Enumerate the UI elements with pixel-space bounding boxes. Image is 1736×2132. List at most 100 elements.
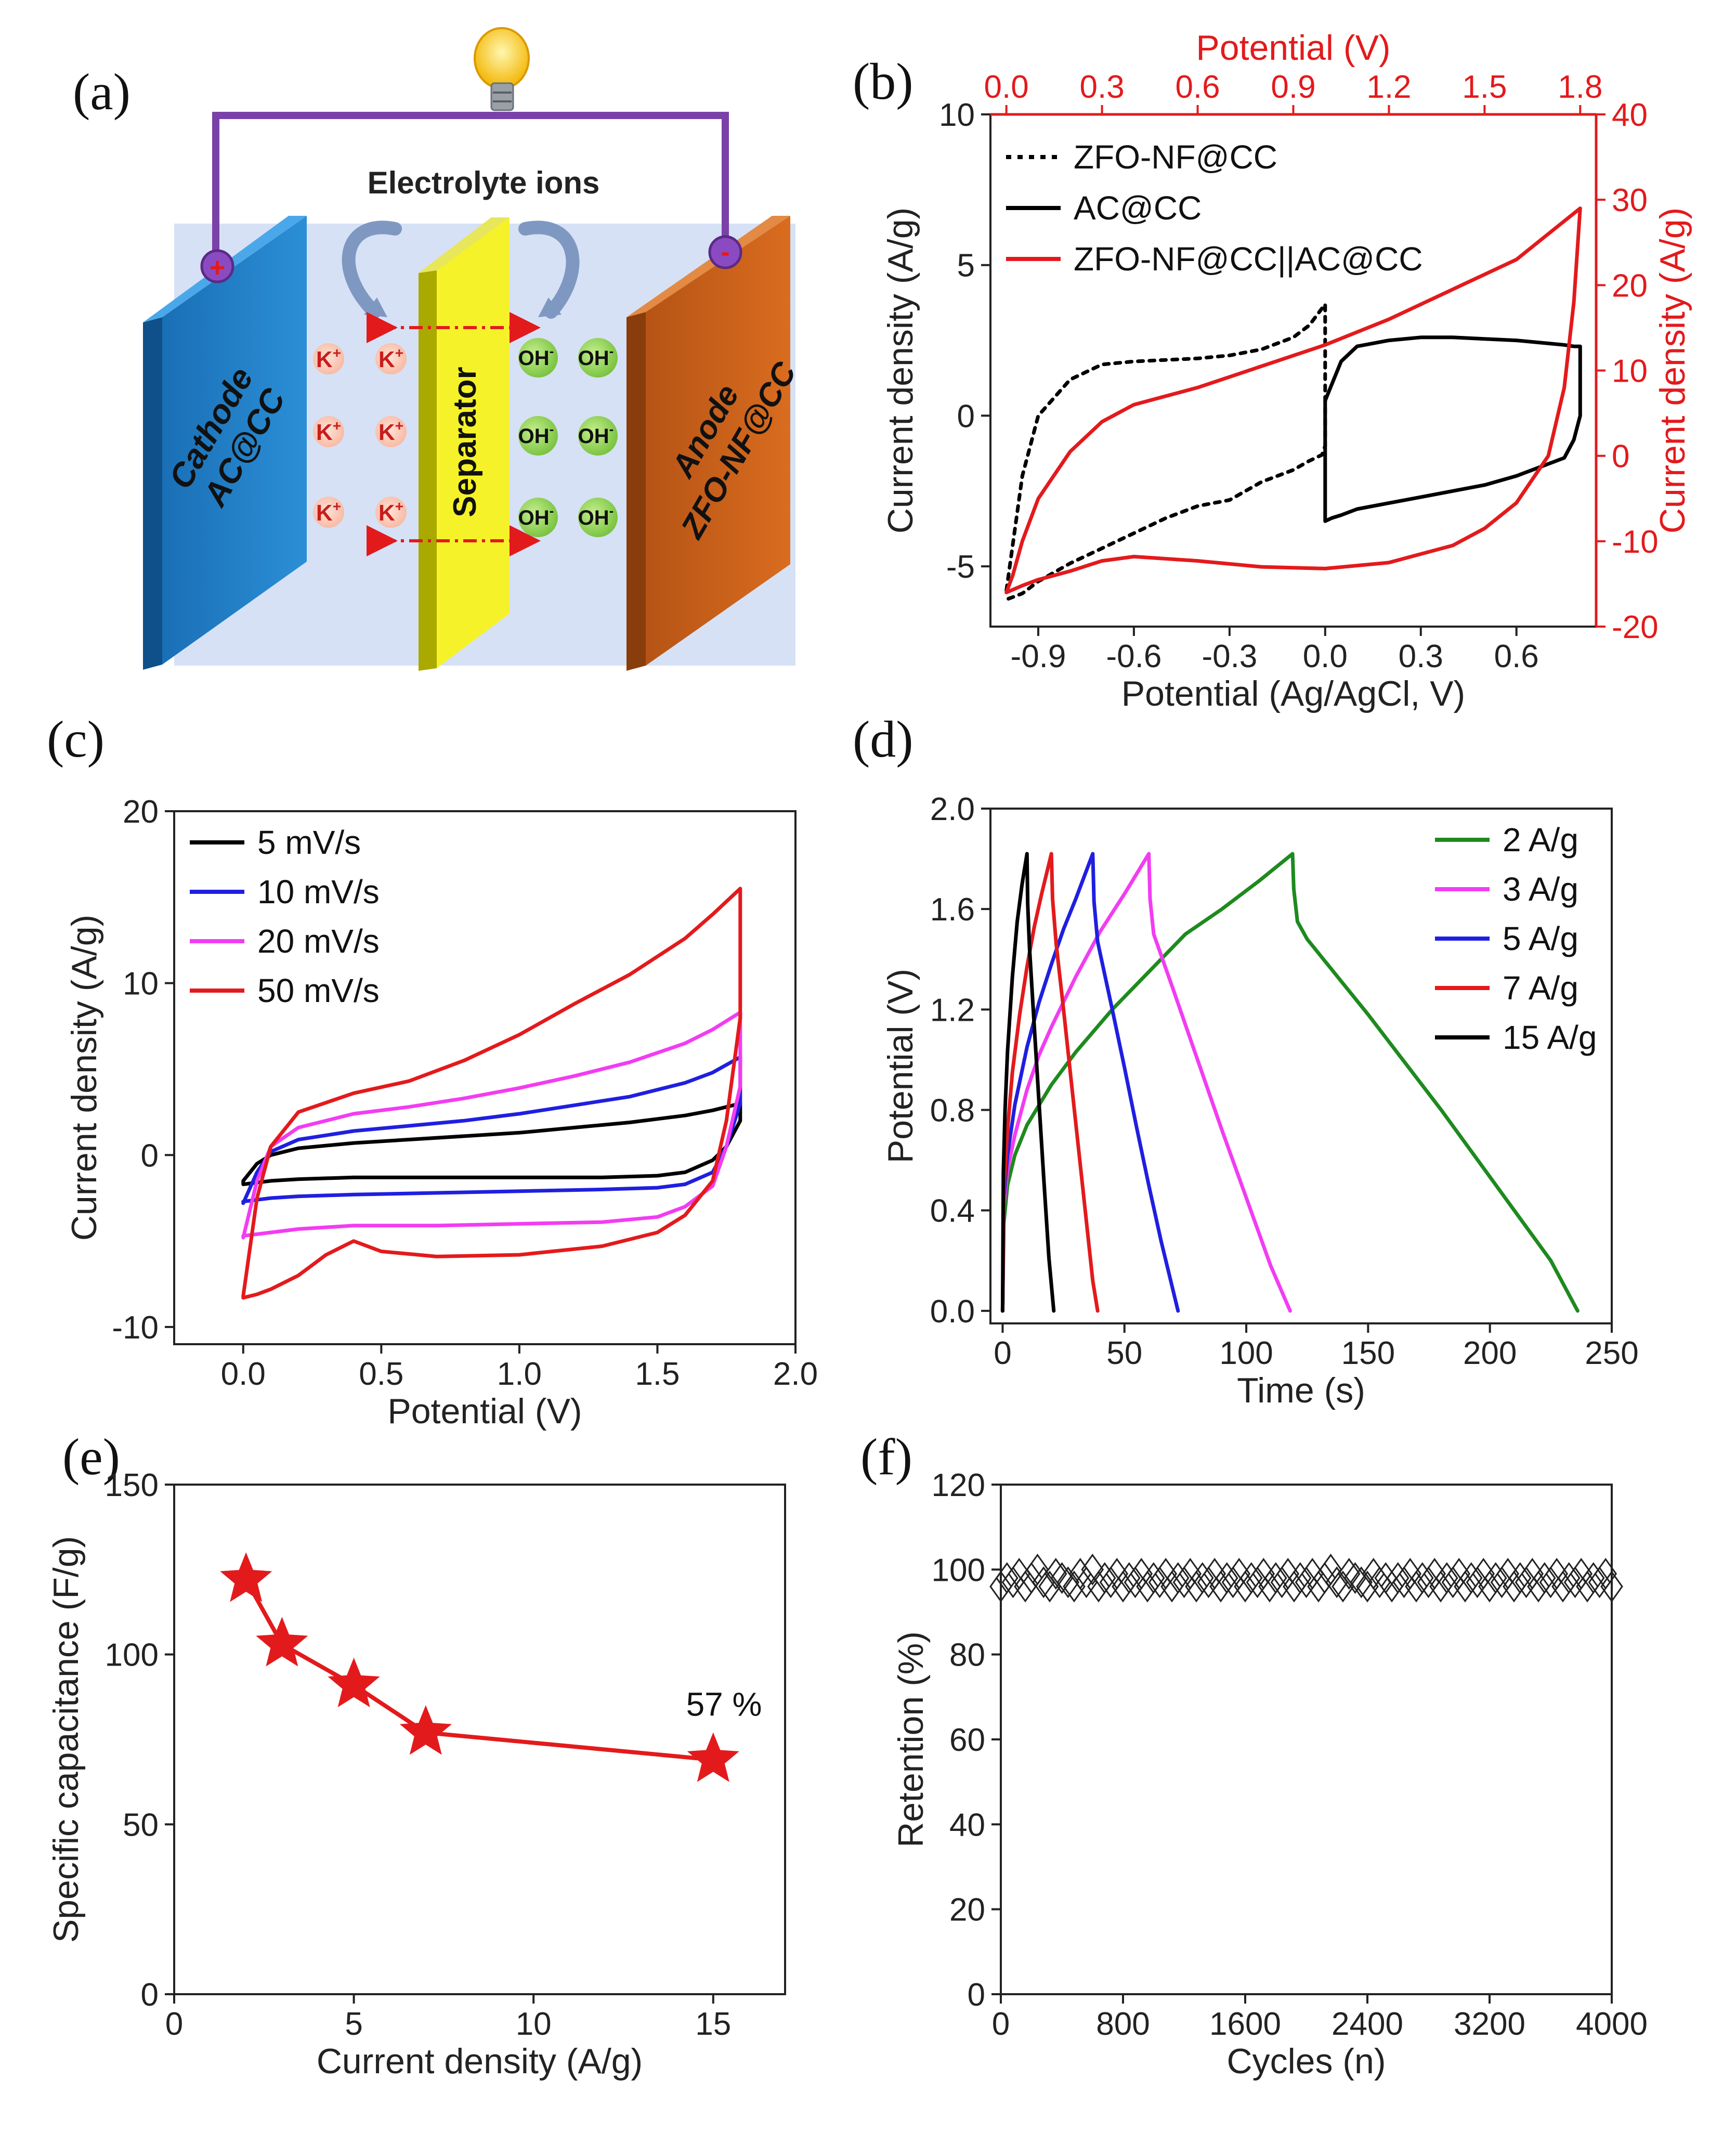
data-point xyxy=(1423,1557,1446,1590)
x-tick-label: 0.6 xyxy=(1494,639,1539,674)
panel-a-schematic: (a) + xyxy=(73,27,804,671)
series-line-ac-cc xyxy=(1323,335,1582,523)
ion-flow-arrow-right-icon xyxy=(518,220,580,319)
y-axis-label: Potential (V) xyxy=(881,969,920,1163)
k-ion: K+ xyxy=(375,343,407,374)
chart-panel-b: (b) -0.9 -0.6 -0.3 0.0 0.3 0.6 -5 0 5 10 Potential … xyxy=(853,28,1692,713)
x-tick-label: 150 xyxy=(1341,1335,1395,1371)
y-tick-label: 50 xyxy=(123,1807,159,1843)
x-tick-label: 100 xyxy=(1219,1335,1273,1371)
data-point xyxy=(1234,1570,1257,1603)
anode-terminal: - xyxy=(708,235,742,269)
data-point xyxy=(1319,1553,1342,1585)
data-point xyxy=(1447,1557,1471,1590)
data-point xyxy=(1093,1562,1116,1594)
data-point xyxy=(1515,1566,1538,1598)
data-point xyxy=(1105,1557,1129,1590)
legend-label: 2 A/g xyxy=(1503,821,1578,859)
legend-label: 50 mV/s xyxy=(257,972,380,1009)
cathode-terminal: + xyxy=(200,249,234,283)
data-point xyxy=(1221,1566,1245,1598)
k-ion: K+ xyxy=(313,497,344,528)
data-point xyxy=(1533,1562,1556,1594)
y-tick-label: 0 xyxy=(957,398,975,434)
plot-frame xyxy=(989,808,1613,1324)
x-axis-label: Potential (V) xyxy=(387,1392,582,1431)
data-point xyxy=(1050,1562,1074,1594)
data-point xyxy=(1307,1570,1330,1603)
y-tick-label: 0 xyxy=(141,1138,159,1174)
x-axis-label: Potential (Ag/AgCl, V) xyxy=(1121,674,1465,713)
data-point xyxy=(1484,1562,1507,1594)
k-ion: K+ xyxy=(375,497,407,528)
data-point xyxy=(1026,1553,1049,1585)
k-ion: K+ xyxy=(375,416,407,447)
legend-label: AC@CC xyxy=(1074,189,1202,227)
svg-text:OH-: OH- xyxy=(518,343,554,370)
series-line-15-a-g xyxy=(1000,852,1056,1313)
data-point xyxy=(1368,1566,1391,1598)
data-point xyxy=(1527,1570,1550,1603)
y-tick-label: 0 xyxy=(968,1977,985,2013)
data-point xyxy=(1295,1566,1318,1598)
top-tick-label: 1.8 xyxy=(1558,69,1602,105)
plot-frame xyxy=(173,1484,786,1995)
data-point xyxy=(1014,1570,1037,1603)
data-point xyxy=(1215,1562,1238,1594)
data-point xyxy=(1112,1570,1134,1603)
x-tick-label: -0.6 xyxy=(1106,639,1161,674)
top-tick-label: 0.3 xyxy=(1080,69,1125,105)
data-point xyxy=(1386,1562,1409,1594)
right-tick-label: 30 xyxy=(1612,183,1648,218)
data-point xyxy=(1576,1570,1599,1603)
x-tick-label: 250 xyxy=(1585,1335,1638,1371)
x-tick-label: 1600 xyxy=(1209,2006,1281,2042)
legend-label: 3 A/g xyxy=(1503,870,1578,908)
right-tick-label: -10 xyxy=(1612,524,1659,560)
top-tick-label: 0.0 xyxy=(984,69,1029,105)
series-line-zfo-nf-cc-ac-cc xyxy=(1004,206,1582,594)
y-tick-label: 20 xyxy=(123,794,159,830)
data-point xyxy=(1283,1570,1306,1603)
data-point xyxy=(1325,1566,1349,1598)
top-tick-label: 0.9 xyxy=(1271,69,1315,105)
svg-text:OH-: OH- xyxy=(578,343,614,370)
y-tick-label: 1.6 xyxy=(930,892,975,928)
series-line-5-a-g xyxy=(1000,852,1180,1313)
series-line-7-a-g xyxy=(1000,852,1100,1313)
data-point xyxy=(1392,1566,1416,1598)
y-tick-label: 2.0 xyxy=(930,791,975,827)
electrolyte-ions-title: Electrolyte ions xyxy=(368,165,600,200)
top-axis-label: Potential (V) xyxy=(1196,28,1390,68)
top-tick-label: 0.6 xyxy=(1175,69,1220,105)
data-point xyxy=(328,1657,380,1708)
data-point xyxy=(1441,1566,1465,1598)
panel-label: (e) xyxy=(62,1428,120,1486)
panel-label: (d) xyxy=(853,710,913,768)
x-tick-label: 0 xyxy=(165,2006,183,2042)
y-tick-label: 1.2 xyxy=(930,992,975,1028)
data-point xyxy=(989,1570,1012,1603)
data-point xyxy=(1570,1557,1593,1590)
data-point xyxy=(1246,1566,1269,1598)
data-point xyxy=(1429,1570,1452,1603)
legend: 5 mV/s 10 mV/s 20 mV/s 50 mV/s xyxy=(190,824,380,1009)
data-point xyxy=(1337,1557,1361,1590)
legend-label: 10 mV/s xyxy=(257,873,380,911)
k-ion: K+ xyxy=(313,343,344,374)
chart-panels: (b)-0.9 -0.6 -0.3 0.0 0.3 0.6-50510Potential … xyxy=(46,28,1692,2081)
data-point xyxy=(1142,1562,1165,1594)
data-point xyxy=(1264,1562,1287,1594)
x-tick-label: 15 xyxy=(695,2006,731,2042)
y-tick-label: 0 xyxy=(141,1977,159,2013)
x-tick-label: -0.3 xyxy=(1202,639,1257,674)
data-point xyxy=(1472,1557,1495,1590)
top-tick-label: 1.2 xyxy=(1366,69,1411,105)
y-tick-label: 20 xyxy=(949,1892,985,1928)
x-tick-label: 10 xyxy=(516,2006,552,2042)
x-tick-label: 800 xyxy=(1096,2006,1150,2042)
data-point xyxy=(1172,1566,1196,1598)
data-point xyxy=(220,1552,272,1602)
legend-label: 5 A/g xyxy=(1503,920,1578,957)
data-point xyxy=(1185,1570,1208,1603)
